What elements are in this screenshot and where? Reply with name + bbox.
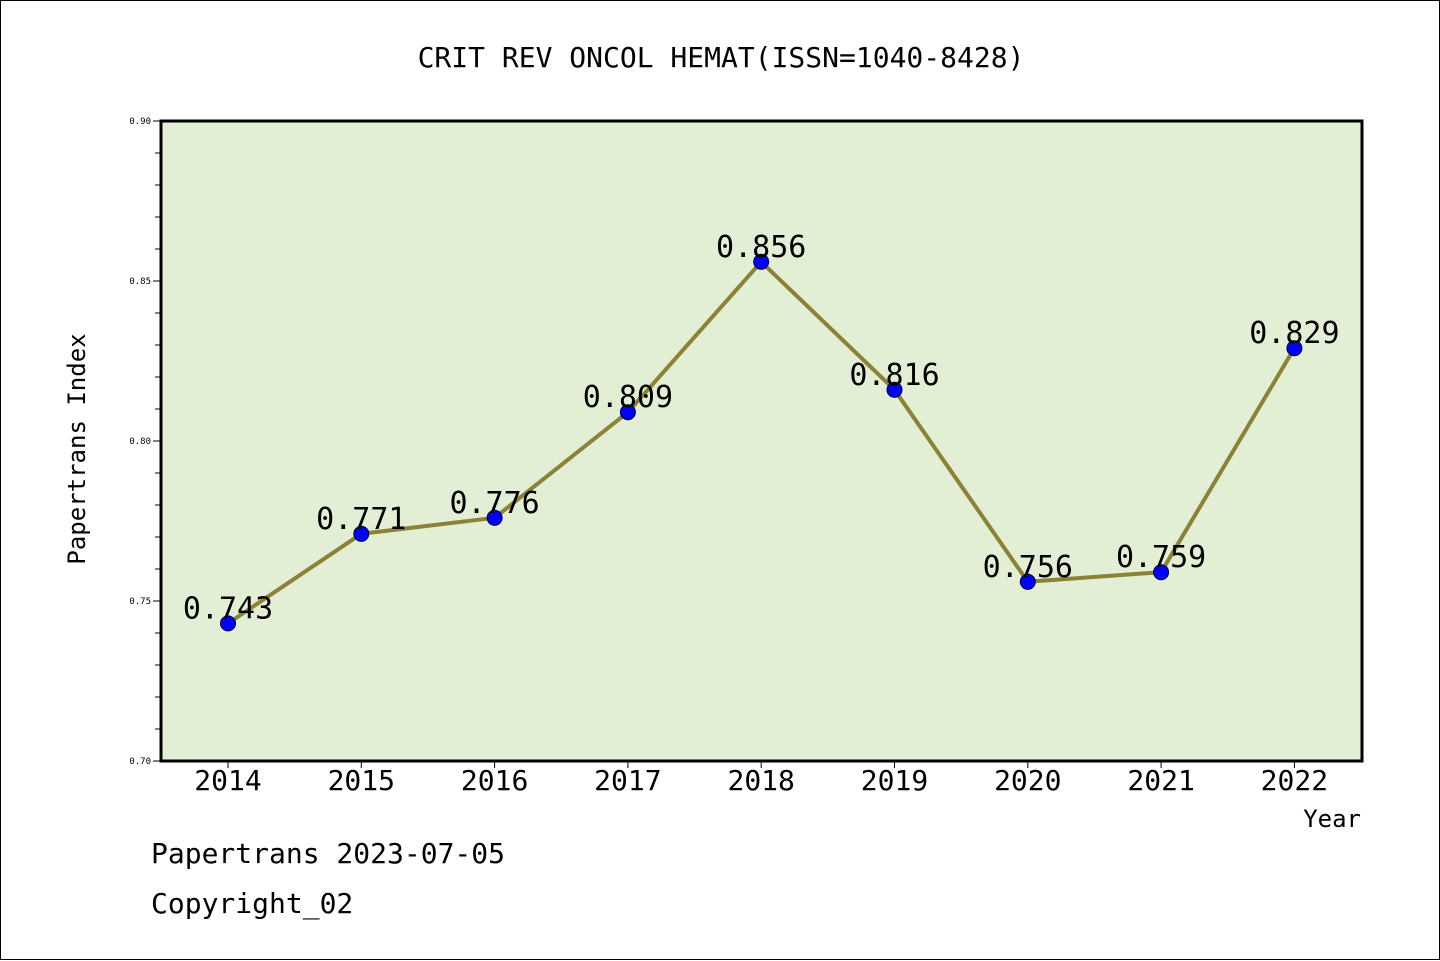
data-label: 0.829 (1249, 316, 1339, 351)
data-point (619, 404, 636, 421)
y-tick-label: 0.85 (129, 277, 151, 287)
x-tick-label: 2022 (1261, 764, 1328, 797)
data-label: 0.756 (983, 550, 1073, 585)
y-tick-label: 0.75 (129, 597, 151, 607)
data-label: 0.856 (716, 230, 806, 265)
x-axis-label: Year (1303, 805, 1361, 833)
data-point (886, 381, 903, 398)
y-tick-label: 0.70 (129, 757, 151, 767)
data-point (220, 615, 236, 632)
x-tick-label: 2020 (994, 764, 1061, 797)
y-axis: 0.70 0.75 0.80 0.85 0.90 (129, 117, 161, 767)
data-point (753, 253, 770, 270)
x-tick-label: 2019 (861, 764, 928, 797)
x-tick-label: 2014 (194, 764, 261, 797)
x-axis: 2014 2015 2016 2017 2018 2019 2020 2021 2022 (194, 761, 1328, 797)
data-label: 0.776 (449, 486, 539, 521)
chart-title: CRIT REV ONCOL HEMAT(ISSN=1040-8428) (418, 41, 1025, 74)
data-label: 0.759 (1116, 540, 1206, 575)
footer-copyright: Copyright_02 (151, 887, 354, 920)
data-point (353, 525, 370, 542)
data-point (486, 509, 503, 526)
x-tick-label: 2017 (594, 764, 661, 797)
data-point (1153, 564, 1170, 581)
series-layer: 0.743 0.771 0.776 0.809 0.856 0.816 0.756 0.759… (183, 230, 1340, 632)
y-tick-label: 0.80 (129, 437, 151, 447)
data-point (1019, 573, 1036, 590)
y-tick-label: 0.90 (129, 117, 151, 127)
data-label: 0.743 (183, 591, 273, 626)
x-tick-label: 2018 (727, 764, 794, 797)
plot-area (159, 119, 1364, 763)
data-point (1286, 340, 1303, 357)
y-axis-label: Papertrans Index (63, 333, 91, 564)
x-tick-label: 2016 (461, 764, 528, 797)
data-label: 0.809 (583, 380, 673, 415)
data-label: 0.816 (849, 358, 939, 393)
x-tick-label: 2015 (328, 764, 395, 797)
data-label: 0.771 (316, 502, 406, 537)
footer-date: Papertrans 2023-07-05 (151, 837, 506, 870)
x-tick-label: 2021 (1127, 764, 1194, 797)
